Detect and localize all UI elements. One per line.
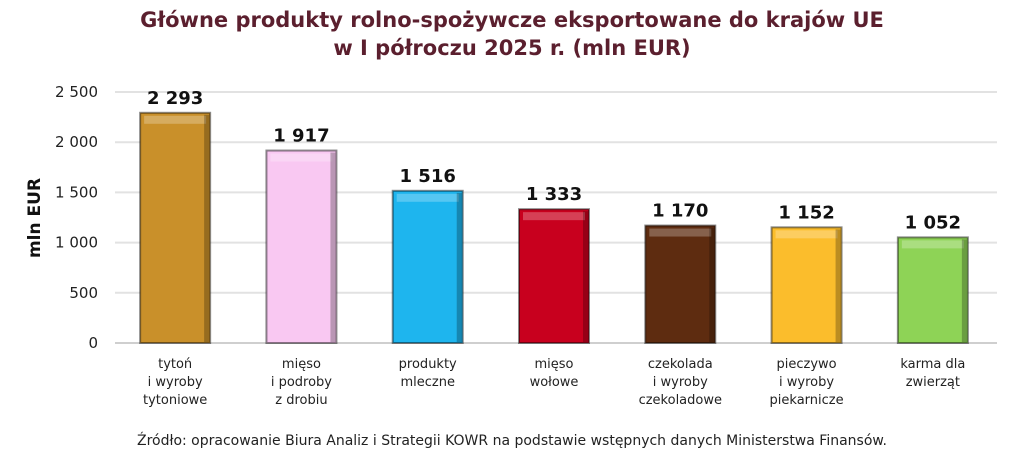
bar xyxy=(265,149,338,344)
x-tick-label: mięso i podroby z drobiu xyxy=(271,357,332,408)
y-tick-label: 2 000 xyxy=(55,133,98,151)
x-tick-label-line: tytoń xyxy=(158,357,192,372)
x-tick-label-line: piekarnicze xyxy=(770,393,844,408)
x-tick-label-line: i wyroby xyxy=(148,375,203,390)
bar-highlight xyxy=(523,212,585,221)
x-tick-label-line: karma dla xyxy=(900,357,965,372)
x-tick-label: pieczywo i wyroby piekarnicze xyxy=(770,357,844,408)
x-tick-label: czekolada i wyroby czekoladowe xyxy=(639,357,722,408)
bar-group: 1 152 pieczywo i wyroby piekarnicze xyxy=(770,202,844,408)
bar-highlight xyxy=(144,115,207,124)
data-label: 1 152 xyxy=(778,202,834,223)
bar-group: 1 333 mięso wołowe xyxy=(518,184,590,390)
bar-highlight xyxy=(901,240,964,249)
chart-title-line-2: w I półroczu 2025 r. (mln EUR) xyxy=(333,36,690,60)
data-label: 1 170 xyxy=(652,201,708,222)
y-tick-label: 2 500 xyxy=(55,83,98,101)
y-axis-label: mln EUR xyxy=(25,178,45,258)
x-tick-label-line: produkty xyxy=(399,357,457,372)
x-tick-label-line: czekolada xyxy=(648,357,713,372)
x-tick-label-line: i wyroby xyxy=(779,375,834,390)
data-label: 2 293 xyxy=(147,88,203,109)
y-tick-label: 1 000 xyxy=(55,234,98,252)
bar-group: 1 516 produkty mleczne xyxy=(391,166,464,390)
x-tick-label-line: mięso xyxy=(282,357,321,372)
data-label: 1 917 xyxy=(273,126,329,147)
bar-shade xyxy=(835,229,841,342)
x-tick-label-line: wołowe xyxy=(530,375,579,390)
x-tick-label-line: zwierząt xyxy=(906,375,960,390)
x-tick-label-line: czekoladowe xyxy=(639,393,722,408)
bar xyxy=(644,224,717,344)
x-tick-label-line: mleczne xyxy=(400,375,454,390)
x-tick-label-line: tytoniowe xyxy=(143,393,207,408)
bar-shade xyxy=(456,192,462,342)
x-tick-label-line: z drobiu xyxy=(275,393,327,408)
bar-group: 1 170 czekolada i wyroby czekoladowe xyxy=(639,201,722,408)
data-label: 1 052 xyxy=(905,212,961,233)
bar-shade xyxy=(204,114,210,342)
bar xyxy=(518,208,590,344)
bar xyxy=(770,226,843,344)
y-tick-label: 1 500 xyxy=(55,183,98,201)
bar-highlight xyxy=(649,228,712,237)
bar-shade xyxy=(330,152,336,342)
x-tick-label: karma dla zwierząt xyxy=(900,357,965,390)
bar-shade xyxy=(583,211,588,342)
bar-highlight xyxy=(775,230,838,239)
bar-group: 1 917 mięso i podroby z drobiu xyxy=(265,126,338,408)
bar-group: 2 293 tytoń i wyroby tytoniowe xyxy=(139,88,212,408)
y-tick-label: 0 xyxy=(88,334,98,352)
x-tick-label: mięso wołowe xyxy=(530,357,579,390)
x-tick-label: produkty mleczne xyxy=(399,357,457,390)
x-tick-label-line: i wyroby xyxy=(653,375,708,390)
bar xyxy=(139,111,212,344)
bar xyxy=(896,236,969,344)
x-tick-label: tytoń i wyroby tytoniowe xyxy=(143,357,207,408)
x-tick-label-line: i podroby xyxy=(271,375,332,390)
bar-shade xyxy=(709,227,715,342)
bars: 2 293 tytoń i wyroby tytoniowe 1 917 mięso i p… xyxy=(139,88,969,408)
data-label: 1 516 xyxy=(400,166,456,187)
bar-shade xyxy=(961,239,967,342)
bar-highlight xyxy=(396,193,459,202)
data-label: 1 333 xyxy=(526,184,582,205)
x-tick-label-line: mięso xyxy=(535,357,574,372)
bar-group: 1 052 karma dla zwierząt xyxy=(896,212,969,390)
source-note: Źródło: opracowanie Biura Analiz i Strat… xyxy=(137,431,887,449)
y-tick-label: 500 xyxy=(69,284,98,302)
x-tick-label-line: pieczywo xyxy=(777,357,837,372)
bar-highlight xyxy=(270,153,333,162)
chart-title-line-1: Główne produkty rolno-spożywcze eksporto… xyxy=(140,8,884,32)
bar xyxy=(391,189,464,344)
